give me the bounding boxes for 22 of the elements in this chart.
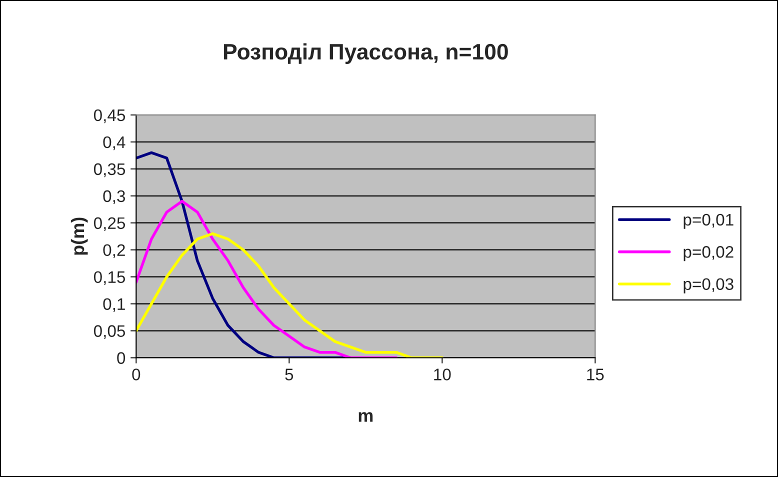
y-axis-title: p(m) (70, 218, 88, 255)
chart-title: Розподіл Пуассона, n=100 (224, 43, 508, 64)
x-tick-label: 5 (285, 368, 294, 380)
legend-label: p=0,01 (684, 214, 734, 229)
line-series (136, 232, 444, 358)
y-tick-label: 0,25 (94, 217, 126, 232)
y-tick-label: 0,3 (103, 190, 126, 204)
legend-label: p=0,03 (684, 278, 734, 294)
y-tick-label: 0,35 (94, 163, 126, 178)
y-tick-label: 0 (117, 352, 126, 364)
legend-label: p=0,02 (684, 246, 734, 262)
x-axis-title: m (358, 412, 373, 422)
x-tick-label: 15 (587, 368, 604, 380)
y-tick-label: 0,05 (94, 325, 126, 339)
x-tick-label: 0 (132, 368, 140, 380)
line-series (136, 200, 398, 358)
x-tick-label: 10 (434, 368, 451, 380)
y-tick-label: 0,2 (103, 244, 125, 258)
y-tick-label: 0,4 (103, 136, 126, 150)
y-tick-label: 0,45 (94, 109, 126, 124)
y-tick-label: 0,1 (103, 298, 125, 312)
y-tick-label: 0,15 (94, 271, 126, 285)
